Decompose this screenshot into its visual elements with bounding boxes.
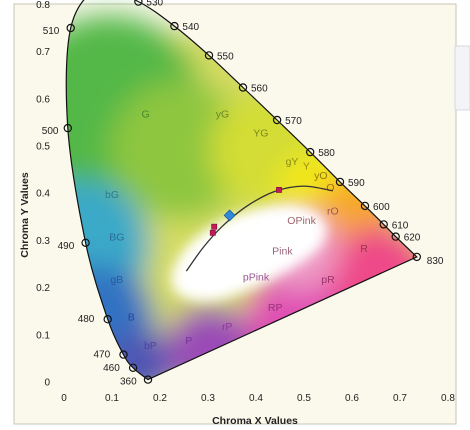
wavelength-markers: 3604604704804905005105205305405505605705… xyxy=(42,0,444,388)
illuminant-points xyxy=(209,187,282,236)
wavelength-marker-500 xyxy=(63,123,73,133)
region-label-pR: pR xyxy=(321,274,335,286)
x-tick-label-4: 0.4 xyxy=(249,393,263,404)
y-tick-label-0: 0 xyxy=(44,378,50,389)
region-label-gB: gB xyxy=(110,274,123,286)
wavelength-label-830: 830 xyxy=(427,256,444,267)
x-tick-label-2: 0.2 xyxy=(153,393,167,404)
region-label-yO: yO xyxy=(314,170,327,182)
region-label-O: O xyxy=(326,182,334,194)
region-label-rP: rP xyxy=(222,321,233,333)
y-tick-label-4: 0.4 xyxy=(36,189,50,200)
wavelength-label-620: 620 xyxy=(404,233,421,244)
region-label-BG: BG xyxy=(109,231,124,243)
wavelength-label-560: 560 xyxy=(251,84,268,95)
region-label-pPink: pPink xyxy=(243,272,270,284)
region-label-OPink: OPink xyxy=(287,215,316,227)
y-axis-title: Chroma Y Values xyxy=(19,172,31,258)
side-panel xyxy=(454,45,470,111)
y-tick-label-8: 0.8 xyxy=(36,0,50,11)
wavelength-label-550: 550 xyxy=(217,51,234,62)
wavelength-marker-570 xyxy=(272,115,282,125)
region-label-Pink: Pink xyxy=(272,246,293,258)
wavelength-label-460: 460 xyxy=(103,363,120,374)
wavelength-label-490: 490 xyxy=(58,241,75,252)
wavelength-marker-590 xyxy=(335,177,345,187)
illuminant-point-2 xyxy=(276,187,282,193)
wavelength-marker-510 xyxy=(66,23,75,33)
wavelength-marker-580 xyxy=(306,147,315,157)
y-tick-label-6: 0.6 xyxy=(36,94,50,105)
region-label-Y: Y xyxy=(303,161,310,173)
x-tick-label-7: 0.7 xyxy=(393,393,407,404)
wavelength-marker-530 xyxy=(134,0,143,6)
x-tick-label-8: 0.8 xyxy=(441,393,455,404)
wavelength-marker-360 xyxy=(143,375,153,384)
x-tick-label-0: 0 xyxy=(61,393,67,404)
wavelength-label-530: 530 xyxy=(146,0,163,9)
wavelength-marker-560 xyxy=(238,83,248,92)
wavelength-marker-600 xyxy=(360,201,370,211)
wavelength-label-500: 500 xyxy=(42,126,59,137)
wavelength-marker-830 xyxy=(412,252,421,262)
region-label-gY: gY xyxy=(286,156,299,168)
x-axis-title: Chroma X Values xyxy=(212,415,298,427)
x-tick-label-1: 0.1 xyxy=(105,393,119,404)
planckian-locus-line xyxy=(185,185,333,272)
wavelength-label-470: 470 xyxy=(94,350,111,361)
wavelength-label-480: 480 xyxy=(78,314,95,325)
wavelength-label-510: 510 xyxy=(43,26,60,37)
wavelength-label-590: 590 xyxy=(348,178,365,189)
region-label-G: G xyxy=(142,109,150,121)
region-label-rO: rO xyxy=(327,205,339,217)
wavelength-marker-550 xyxy=(204,51,214,60)
illuminant-point-1 xyxy=(209,229,216,236)
y-tick-label-1: 0.1 xyxy=(36,330,50,341)
wavelength-marker-540 xyxy=(170,21,179,31)
x-tick-label-6: 0.6 xyxy=(345,393,359,404)
region-label-bG: bG xyxy=(105,189,119,201)
y-tick-label-3: 0.3 xyxy=(36,236,50,247)
wavelength-label-570: 570 xyxy=(285,116,302,127)
spectral-locus-outline xyxy=(65,0,418,381)
wavelength-marker-470 xyxy=(119,350,128,359)
illuminant-point-3 xyxy=(223,209,236,222)
wavelength-marker-480 xyxy=(103,315,112,324)
illuminant-point-0 xyxy=(211,223,218,230)
axis-ticks: 0 0.1 0.2 0.3 0.4 0.5 0.6 0.7 0.8 0 0.1 0.2 0.3 0.4 0.… xyxy=(36,0,455,404)
region-label-RP: RP xyxy=(268,302,283,314)
region-label-B: B xyxy=(128,312,135,324)
region-label-YG: YG xyxy=(253,128,268,140)
wavelength-marker-490 xyxy=(81,238,90,247)
y-tick-label-2: 0.2 xyxy=(36,283,50,294)
wavelength-label-580: 580 xyxy=(318,148,335,159)
wavelength-marker-620 xyxy=(391,232,400,241)
wavelength-label-600: 600 xyxy=(373,202,390,213)
region-label-bP: bP xyxy=(144,340,157,352)
x-tick-label-5: 0.5 xyxy=(297,393,311,404)
region-label-R: R xyxy=(360,243,368,255)
y-tick-label-5: 0.5 xyxy=(36,142,50,153)
wavelength-marker-460 xyxy=(128,363,138,372)
region-label-P: P xyxy=(185,335,192,347)
x-tick-label-3: 0.3 xyxy=(201,393,215,404)
wavelength-label-360: 360 xyxy=(120,377,137,388)
wavelength-label-610: 610 xyxy=(392,220,409,231)
y-tick-label-7: 0.7 xyxy=(36,47,50,58)
region-label-yG: yG xyxy=(216,109,229,121)
wavelength-label-540: 540 xyxy=(182,22,199,33)
wavelength-marker-610 xyxy=(379,220,388,229)
